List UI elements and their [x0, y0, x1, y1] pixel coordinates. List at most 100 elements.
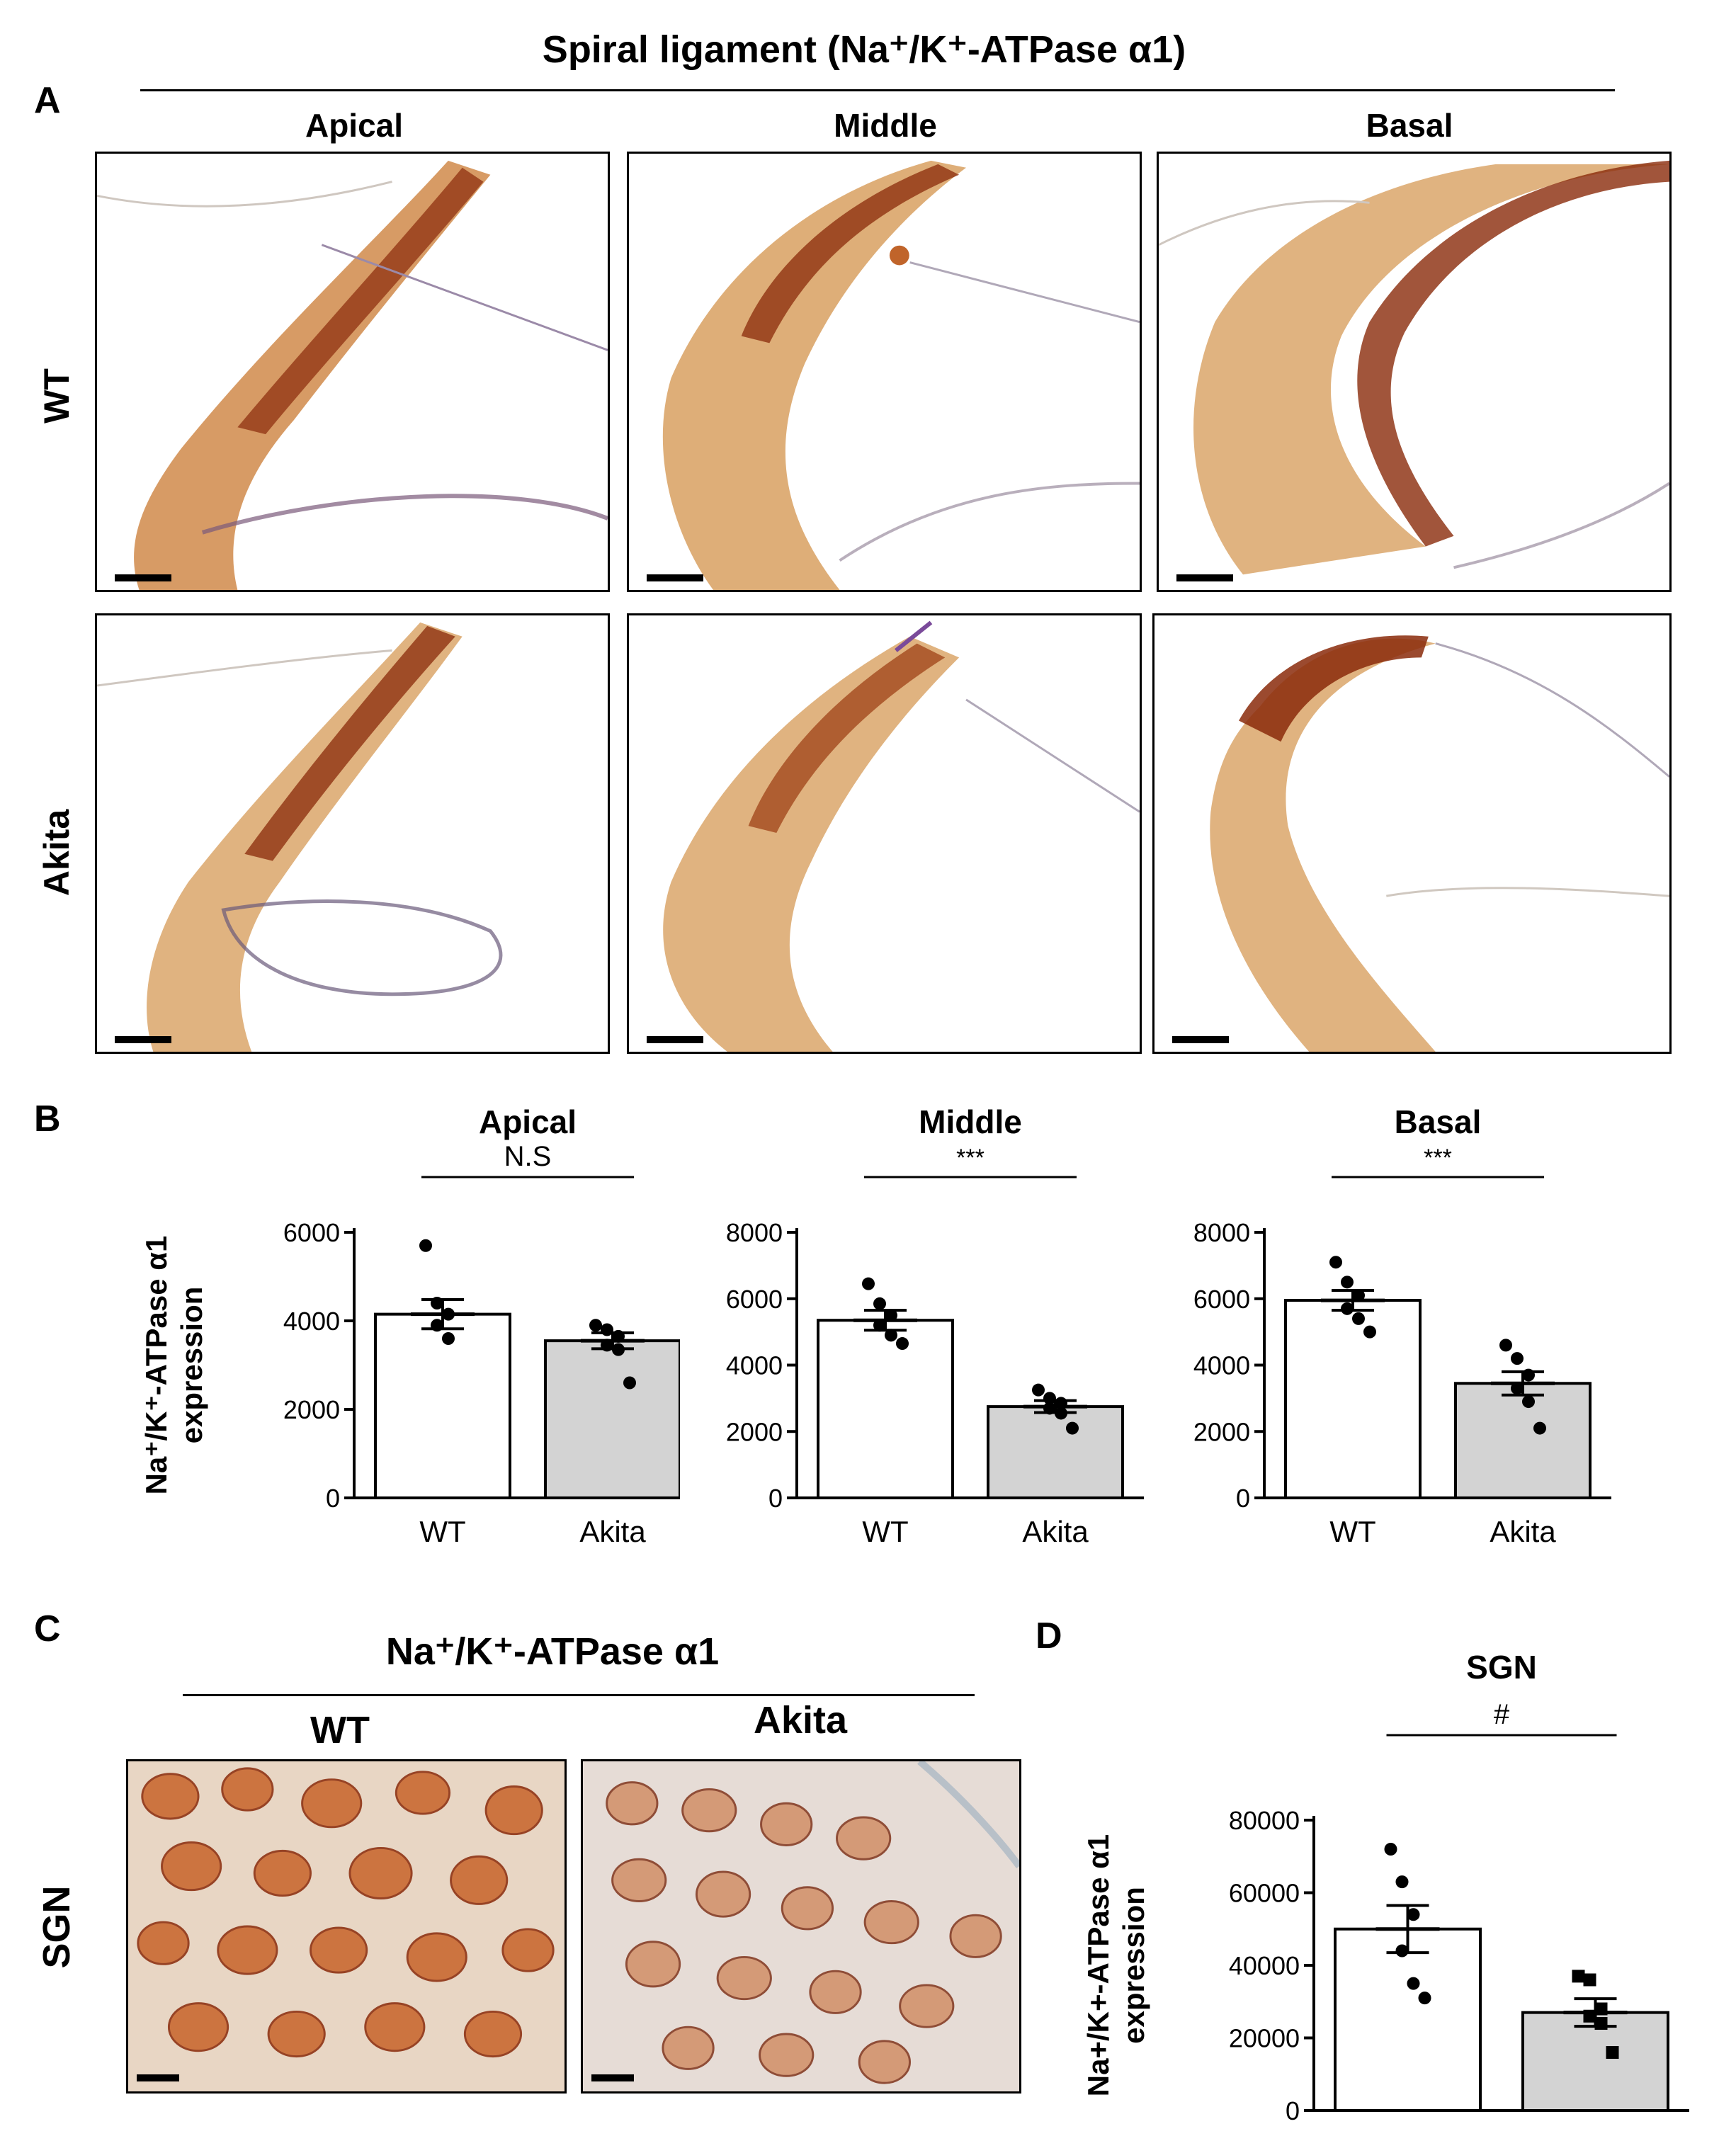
- x-tick-label: WT: [419, 1515, 465, 1548]
- y-axis-label: Na+/K+-ATPase α1: [1082, 1834, 1115, 2097]
- data-point: [1341, 1276, 1354, 1289]
- x-tick-label: Akita: [1490, 1515, 1556, 1548]
- data-point: [1407, 1908, 1420, 1921]
- data-point: [442, 1307, 455, 1321]
- data-point: [885, 1309, 897, 1322]
- data-point: [1583, 2009, 1596, 2023]
- micrograph-akita-apical: [95, 613, 610, 1054]
- chart-b-apical: Apical 0 2000 4000 6000 Na⁺/K⁺-ATPase α1 expre…: [140, 1103, 680, 1548]
- data-point: [896, 1337, 909, 1351]
- data-point: [589, 1319, 602, 1332]
- data-point: [1407, 1977, 1420, 1990]
- data-point: [862, 1277, 875, 1290]
- data-point: [1606, 2046, 1619, 2059]
- panel-a-title: Spiral ligament (Na⁺/K⁺-ATPase α1): [542, 28, 1186, 71]
- data-point: [1363, 1325, 1376, 1339]
- data-point: [1043, 1402, 1056, 1415]
- data-point: [1511, 1352, 1524, 1365]
- chart-title: SGN: [1466, 1650, 1537, 1686]
- y-axis-label: Na⁺/K⁺-ATPase α1: [140, 1236, 173, 1495]
- scale-bar: [647, 574, 703, 581]
- panel-c-title: Na⁺/K⁺-ATPase α1: [385, 1630, 720, 1673]
- data-point: [1055, 1407, 1067, 1420]
- data-point: [1032, 1383, 1045, 1397]
- data-point: [1341, 1302, 1354, 1315]
- y-tick-label: 6000: [1193, 1285, 1250, 1314]
- y-tick-label: 6000: [726, 1285, 783, 1314]
- data-point: [1384, 1843, 1397, 1856]
- data-point: [1329, 1256, 1342, 1269]
- significance-label: N.S: [504, 1141, 552, 1172]
- micrograph-akita-basal: [1152, 613, 1672, 1054]
- data-point: [431, 1319, 443, 1332]
- micrograph-wt-apical: [95, 152, 610, 592]
- y-tick-label: 0: [768, 1484, 783, 1513]
- y-tick-label: 4000: [726, 1351, 783, 1380]
- scale-bar: [1176, 574, 1233, 581]
- data-point: [1572, 1970, 1585, 1983]
- micrograph-wt-basal: [1157, 152, 1672, 592]
- x-tick-label: Akita: [1022, 1515, 1089, 1548]
- y-tick-label: 4000: [283, 1307, 340, 1336]
- y-tick-label: 0: [326, 1484, 340, 1513]
- data-point: [612, 1343, 625, 1356]
- x-tick-label: WT: [1385, 2128, 1431, 2132]
- data-point: [873, 1319, 886, 1332]
- data-point: [1594, 2017, 1608, 2030]
- data-point: [1594, 2002, 1608, 2016]
- micrograph-sgn-akita: [581, 1759, 1021, 2094]
- data-point: [612, 1329, 625, 1343]
- y-tick-label: 6000: [283, 1218, 340, 1247]
- chart-title: Basal: [1395, 1103, 1482, 1140]
- micrograph-sgn-wt: [126, 1759, 567, 2094]
- data-point: [1499, 1339, 1512, 1352]
- scale-bar: [115, 1036, 171, 1043]
- bar-wt: [817, 1319, 954, 1499]
- significance-label: ***: [956, 1144, 985, 1171]
- bar-wt: [374, 1312, 511, 1499]
- x-tick-label: Akita: [579, 1515, 646, 1548]
- micrograph-wt-middle: [627, 152, 1142, 592]
- significance-label: ***: [1424, 1144, 1452, 1171]
- chart-title: Apical: [479, 1103, 577, 1140]
- column-label-basal: Basal: [1366, 107, 1453, 144]
- data-point: [1583, 1973, 1596, 1987]
- data-point: [431, 1297, 443, 1310]
- y-tick-label: 20000: [1229, 2024, 1300, 2053]
- panel-letter-a: A: [34, 80, 61, 121]
- panel-letter-c: C: [34, 1608, 61, 1649]
- significance-label: #: [1494, 1699, 1510, 1730]
- data-point: [601, 1339, 613, 1352]
- data-point: [1066, 1421, 1079, 1435]
- data-point: [1395, 1944, 1409, 1958]
- data-point: [1055, 1397, 1067, 1410]
- scale-bar: [137, 2074, 179, 2081]
- y-tick-label: 0: [1286, 2096, 1300, 2125]
- panel-c-title-rule: [183, 1694, 975, 1696]
- y-tick-label: 2000: [1193, 1417, 1250, 1446]
- y-tick-label: 2000: [283, 1395, 340, 1424]
- scale-bar: [1172, 1036, 1229, 1043]
- y-tick-label: 40000: [1229, 1951, 1300, 1980]
- bar-wt: [1284, 1299, 1422, 1499]
- bar-akita: [987, 1405, 1124, 1499]
- data-point: [601, 1323, 613, 1336]
- chart-b-basal: Basal 0 2000 4000 6000 8000 WT Akita ***: [1193, 1103, 1611, 1548]
- data-point: [419, 1239, 432, 1252]
- chart-b-middle: Middle 0 2000 4000 6000 8000 WT Akita ***: [726, 1103, 1144, 1548]
- row-label-sgn: SGN: [35, 1885, 78, 1969]
- y-tick-label: 80000: [1229, 1806, 1300, 1835]
- y-axis-label: expression: [175, 1287, 208, 1444]
- data-point: [1043, 1392, 1056, 1405]
- column-label-middle: Middle: [834, 107, 937, 144]
- data-point: [623, 1376, 636, 1390]
- scale-bar: [591, 2074, 634, 2081]
- y-tick-label: 2000: [726, 1417, 783, 1446]
- data-point: [873, 1297, 886, 1310]
- y-tick-label: 8000: [726, 1218, 783, 1247]
- x-tick-label: WT: [862, 1515, 908, 1548]
- data-point: [885, 1329, 897, 1342]
- y-axis-label: expression: [1117, 1887, 1150, 2044]
- column-label-wt: WT: [310, 1709, 370, 1751]
- x-tick-label: Akita: [1562, 2128, 1629, 2132]
